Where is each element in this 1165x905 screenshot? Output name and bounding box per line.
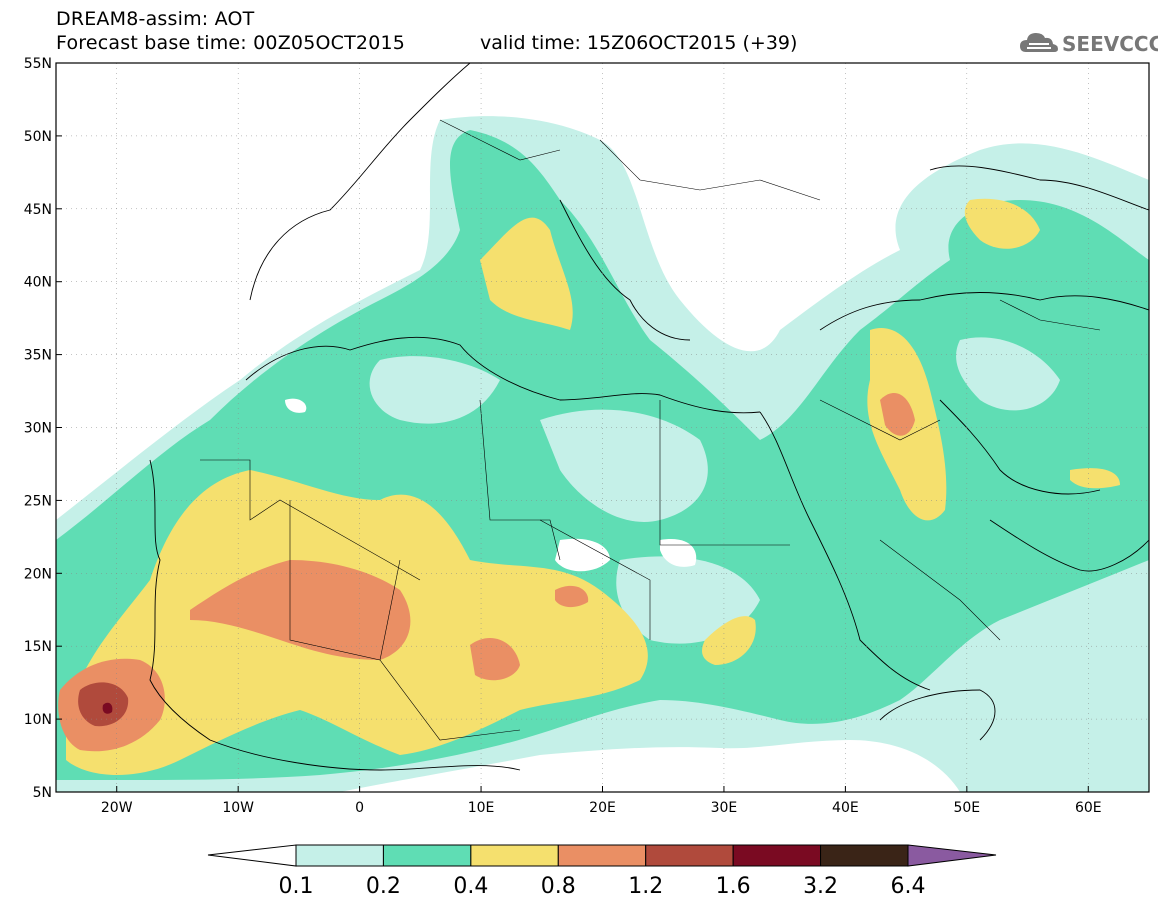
colorbar-swatch: [645, 844, 734, 867]
colorbar-level-label: 0.2: [366, 874, 401, 899]
aot-band-0.8: [190, 560, 411, 660]
lat-tick-label: 10N: [24, 712, 52, 728]
colorbar-swatch: [382, 844, 472, 867]
gridlines: [56, 63, 1149, 792]
lat-tick-label: 25N: [24, 493, 52, 509]
lon-tick-label: 40E: [832, 800, 859, 816]
cloud-icon: SEEVCCC: [1020, 32, 1163, 56]
lon-tick-label: 60E: [1075, 800, 1102, 816]
lat-tick-label: 55N: [24, 56, 52, 72]
lat-tick-label: 30N: [24, 421, 52, 437]
lon-tick-label: 0: [355, 800, 364, 816]
colorbar-level-label: 1.6: [716, 874, 751, 899]
forecast-base-time: Forecast base time: 00Z05OCT2015: [56, 32, 406, 54]
colorbar-swatch: [470, 844, 559, 867]
colorbar-level-label: 0.8: [541, 874, 576, 899]
aot-band-1.6: [102, 702, 113, 714]
lat-tick-label: 35N: [24, 348, 52, 364]
colorbar-level-label: 6.4: [891, 874, 926, 899]
lon-tick-label: 30E: [711, 800, 738, 816]
colorbar-level-label: 1.2: [628, 874, 663, 899]
lon-tick-label: 20E: [589, 800, 616, 816]
lon-tick-label: 10W: [222, 800, 254, 816]
colorbar-level-label: 0.4: [453, 874, 488, 899]
aot-fields: [56, 116, 1149, 792]
country-borders: [200, 119, 1101, 741]
colorbar-swatch: [732, 844, 822, 867]
lat-tick-label: 5N: [33, 785, 52, 801]
lat-tick-label: 20N: [24, 566, 52, 582]
seevccc-logo: SEEVCCC: [1018, 24, 1163, 58]
logo-text: SEEVCCC: [1062, 32, 1158, 56]
lat-tick-label: 40N: [24, 275, 52, 291]
colorbar-swatch: [295, 844, 384, 867]
longitude-axis: 20W 10W 0 10E 20E 30E 40E 50E 60E: [101, 786, 1102, 816]
map-title: DREAM8-assim: AOT: [56, 8, 255, 30]
lon-tick-label: 10E: [468, 800, 495, 816]
lat-tick-label: 15N: [24, 639, 52, 655]
colorbar-level-label: 3.2: [803, 874, 838, 899]
colorbar-lower-arrow: [207, 844, 297, 867]
colorbar-upper-arrow: [907, 844, 997, 867]
colorbar-swatch: [820, 844, 909, 867]
aot-colorbar: 0.1 0.2 0.4 0.8 1.2 1.6 3.2 6.4: [207, 844, 997, 899]
latitude-axis: 55N 50N 45N 40N 35N 30N 25N 20N 15N 10N 5N: [24, 56, 62, 801]
lon-tick-label: 20W: [101, 800, 133, 816]
colorbar-level-label: 0.1: [279, 874, 314, 899]
lat-tick-label: 50N: [24, 129, 52, 145]
colorbar-swatch: [557, 844, 647, 867]
aot-band-1.2: [78, 682, 129, 727]
valid-time: valid time: 15Z06OCT2015 (+39): [480, 32, 798, 54]
coastlines: [149, 63, 1149, 771]
lon-tick-label: 50E: [953, 800, 980, 816]
lat-tick-label: 45N: [24, 202, 52, 218]
